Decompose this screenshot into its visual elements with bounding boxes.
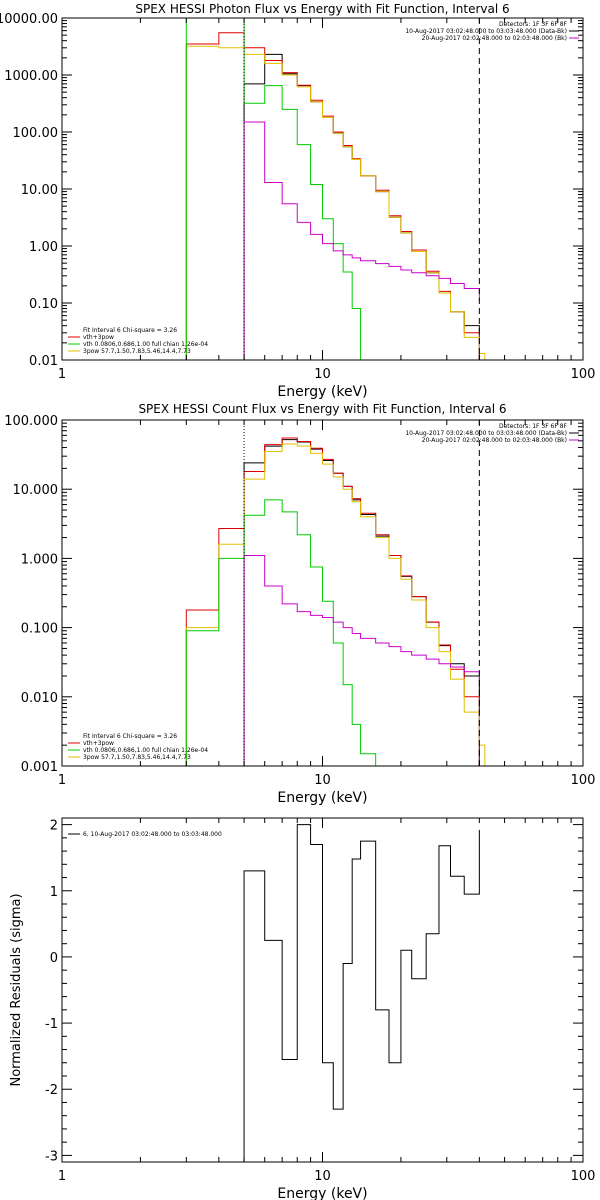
y-tick-label: 0.100 bbox=[21, 622, 58, 637]
x-tick-label: 1 bbox=[58, 1169, 66, 1184]
legend-left-entry: vth+3pow bbox=[83, 740, 114, 747]
x-tick-label: 100 bbox=[571, 1169, 596, 1184]
x-axis-label: Energy (keV) bbox=[277, 1186, 367, 1200]
legend-right-entry: Detectors: 1F 3F 6F 8F bbox=[499, 21, 568, 28]
chart-title: SPEX HESSI Count Flux vs Energy with Fit… bbox=[138, 402, 506, 416]
legend-left-entry: 6, 10-Aug-2017 03:02:48.000 to 03:03:48.… bbox=[83, 831, 222, 838]
legend-left-entry: Fit Interval 6 Chi-square = 3.26 bbox=[83, 733, 177, 740]
x-axis-label: Energy (keV) bbox=[277, 384, 367, 400]
y-tick-label: 0.001 bbox=[21, 760, 58, 775]
legend-left-entry: 3pow 57.7,1.50,7.83,5.46,14.4,7.73 bbox=[83, 754, 191, 761]
y-tick-label: -3 bbox=[45, 1149, 58, 1164]
legend-right-entry: 20-Aug-2017 02:02:48.000 to 02:03:48.000… bbox=[422, 35, 567, 42]
y-tick-label: 100.000 bbox=[4, 414, 58, 429]
legend-left-entry: 3pow 57.7,1.50,7.83,5.46,14.4,7.73 bbox=[83, 348, 191, 355]
x-tick-label: 100 bbox=[571, 773, 596, 788]
legend-right-entry: 20-Aug-2017 02:02:48.000 to 02:03:48.000… bbox=[422, 437, 567, 444]
x-axis-label: Energy (keV) bbox=[277, 790, 367, 806]
x-tick-label: 1 bbox=[58, 367, 66, 382]
panel-3: 1 10 100 -3 -2 -1 0 1 2 Energy (keV) Normalized Re… bbox=[9, 817, 596, 1200]
y-tick-label: 0.10 bbox=[29, 297, 58, 312]
series-group bbox=[185, 18, 486, 360]
series-vth bbox=[185, 499, 377, 766]
x-tick-label: 100 bbox=[571, 367, 596, 382]
legend-left-entry: vth 0.0806,0.686,1.00 full chian 1.26e-0… bbox=[83, 341, 208, 348]
legend-left-entry: Fit Interval 6 Chi-square = 3.26 bbox=[83, 327, 177, 334]
legend-left-entry: vth 0.0806,0.686,1.00 full chian 1.26e-0… bbox=[83, 747, 208, 754]
x-tick-label: 10 bbox=[314, 1169, 331, 1184]
y-tick-label: 10.00 bbox=[21, 183, 58, 198]
series-power bbox=[185, 45, 486, 360]
y-tick-label: 100.00 bbox=[13, 126, 59, 141]
series-background bbox=[243, 555, 480, 766]
series-background bbox=[243, 121, 480, 360]
y-tick-label: 1.00 bbox=[29, 240, 58, 255]
y-tick-label: -1 bbox=[45, 1017, 58, 1032]
y-tick-label: -2 bbox=[45, 1083, 58, 1098]
x-tick-label: 10 bbox=[314, 773, 331, 788]
legend-right-entry: Detectors: 1F 3F 6F 8F bbox=[499, 423, 568, 430]
y-tick-label: 0.01 bbox=[29, 354, 58, 369]
series-total bbox=[243, 53, 480, 360]
series-group bbox=[185, 437, 486, 766]
legend-left-entry: vth+3pow bbox=[83, 334, 114, 341]
series-group bbox=[243, 824, 480, 1162]
y-tick-label: 0.010 bbox=[21, 691, 58, 706]
chart-title: SPEX HESSI Photon Flux vs Energy with Fi… bbox=[135, 2, 509, 16]
y-tick-label: 0 bbox=[50, 951, 58, 966]
series-power bbox=[185, 443, 486, 766]
y-tick-label: 10.000 bbox=[13, 483, 59, 498]
y-tick-label: 1000.00 bbox=[4, 69, 58, 84]
x-tick-label: 10 bbox=[314, 367, 331, 382]
series-total bbox=[243, 824, 480, 1162]
panel-2: 1 10 100 0.001 0.010 0.100 1.000 10.000 100.000 S… bbox=[4, 402, 596, 806]
y-tick-label: 1 bbox=[50, 885, 58, 900]
series-total bbox=[243, 439, 480, 766]
legend-right-entry: 10-Aug-2017 03:02:48.000 to 03:03:48.000… bbox=[405, 430, 567, 437]
legend-right-entry: 10-Aug-2017 03:02:48.000 to 03:03:48.000… bbox=[405, 28, 567, 35]
y-axis-label: Normalized Residuals (sigma) bbox=[9, 893, 24, 1086]
y-tick-label: 10000.00 bbox=[0, 12, 58, 27]
y-tick-label: 2 bbox=[50, 819, 58, 834]
x-tick-label: 1 bbox=[58, 773, 66, 788]
panel-1: 1 10 100 0.01 0.10 1.00 10.00 100.00 1000.00 1000… bbox=[0, 2, 596, 400]
y-tick-label: 1.000 bbox=[21, 552, 58, 567]
series-vth bbox=[185, 18, 362, 360]
